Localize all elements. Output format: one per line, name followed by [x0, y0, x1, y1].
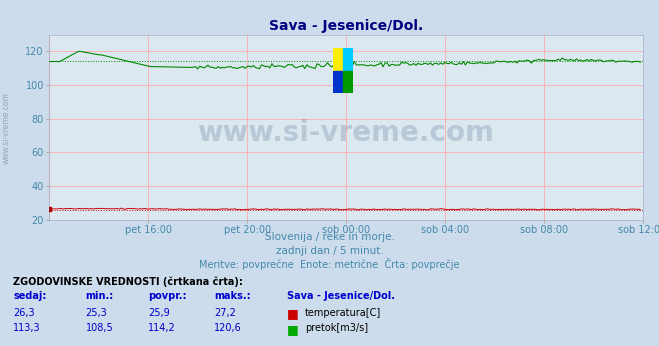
- Text: zadnji dan / 5 minut.: zadnji dan / 5 minut.: [275, 246, 384, 256]
- Text: 113,3: 113,3: [13, 324, 41, 334]
- Text: 26,3: 26,3: [13, 308, 35, 318]
- Text: 120,6: 120,6: [214, 324, 242, 334]
- Text: ■: ■: [287, 323, 299, 336]
- Text: min.:: min.:: [86, 291, 114, 301]
- Text: 25,9: 25,9: [148, 308, 170, 318]
- Text: 27,2: 27,2: [214, 308, 236, 318]
- Text: www.si-vreme.com: www.si-vreme.com: [198, 119, 494, 147]
- Bar: [343, 71, 353, 93]
- Text: ZGODOVINSKE VREDNOSTI (črtkana črta):: ZGODOVINSKE VREDNOSTI (črtkana črta):: [13, 277, 243, 288]
- Bar: [333, 48, 343, 71]
- Text: ■: ■: [287, 307, 299, 320]
- Bar: [343, 48, 353, 71]
- Text: 25,3: 25,3: [86, 308, 107, 318]
- Text: Meritve: povprečne  Enote: metrične  Črta: povprečje: Meritve: povprečne Enote: metrične Črta:…: [199, 258, 460, 270]
- Text: Slovenija / reke in morje.: Slovenija / reke in morje.: [264, 233, 395, 243]
- Text: Sava - Jesenice/Dol.: Sava - Jesenice/Dol.: [287, 291, 395, 301]
- Text: povpr.:: povpr.:: [148, 291, 186, 301]
- Text: temperatura[C]: temperatura[C]: [305, 308, 382, 318]
- Text: maks.:: maks.:: [214, 291, 251, 301]
- Title: Sava - Jesenice/Dol.: Sava - Jesenice/Dol.: [269, 19, 423, 34]
- Text: sedaj:: sedaj:: [13, 291, 47, 301]
- Text: pretok[m3/s]: pretok[m3/s]: [305, 324, 368, 334]
- Text: www.si-vreme.com: www.si-vreme.com: [2, 92, 11, 164]
- Text: 108,5: 108,5: [86, 324, 113, 334]
- Bar: [333, 71, 343, 93]
- Text: 114,2: 114,2: [148, 324, 176, 334]
